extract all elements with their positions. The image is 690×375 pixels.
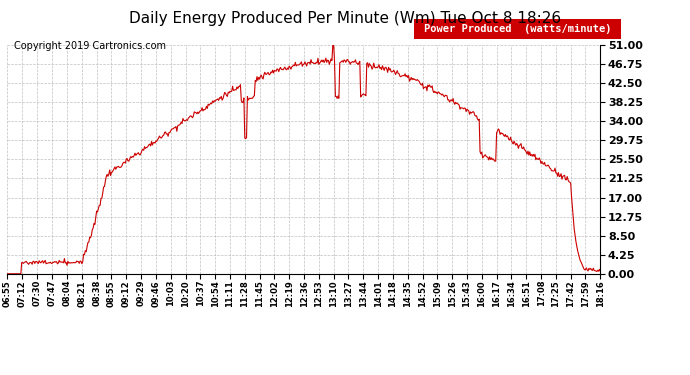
Text: Copyright 2019 Cartronics.com: Copyright 2019 Cartronics.com [14,41,166,51]
Text: Daily Energy Produced Per Minute (Wm) Tue Oct 8 18:26: Daily Energy Produced Per Minute (Wm) Tu… [129,11,561,26]
Text: Power Produced  (watts/minute): Power Produced (watts/minute) [424,24,611,34]
